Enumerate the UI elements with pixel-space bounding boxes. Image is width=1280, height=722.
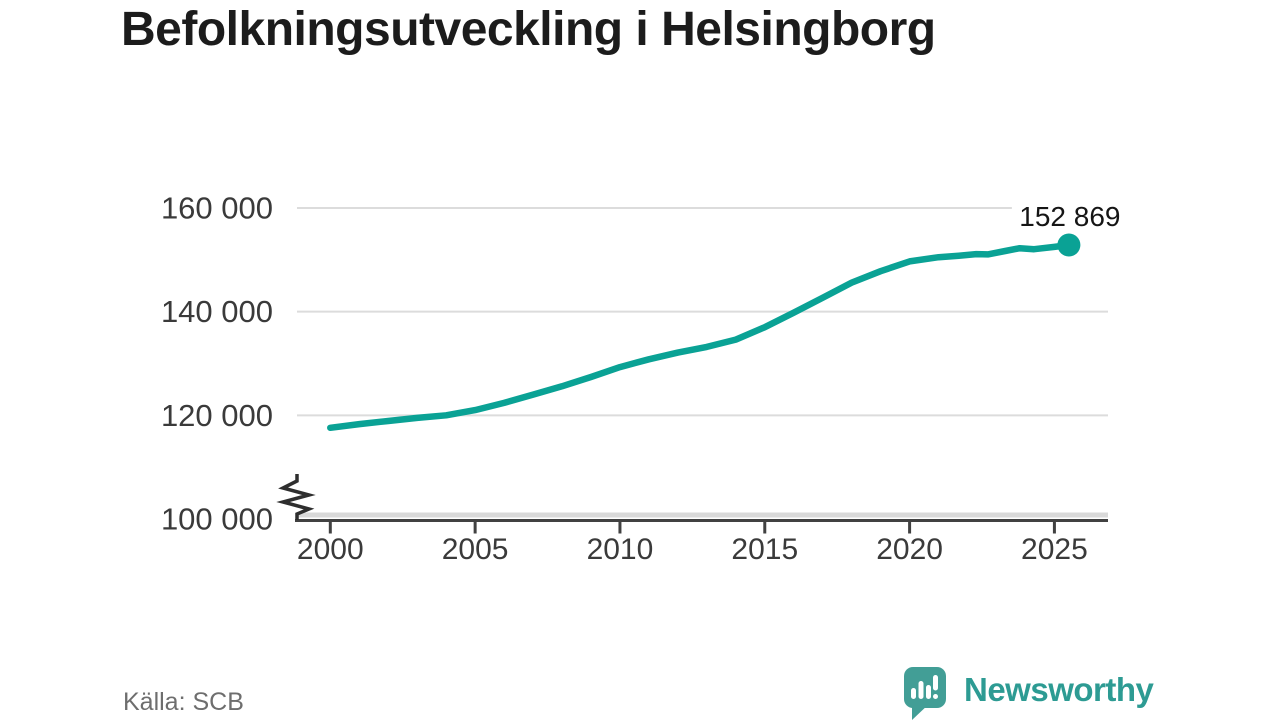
last-value-dot: [1057, 233, 1081, 257]
y-axis-label-140000: 140 000: [161, 294, 273, 329]
x-axis-label-2010: 2010: [587, 533, 654, 566]
newsworthy-chart-bubble-icon: [904, 667, 946, 720]
logo-bubble-tail: [912, 703, 930, 720]
y-axis-break-icon: [276, 474, 316, 520]
page-title: Befolkningsutveckling i Helsingborg: [121, 3, 936, 56]
logo-exclamation-bar: [933, 675, 938, 691]
logo-bar-small: [911, 688, 916, 699]
logo-bubble-shape: [904, 667, 946, 708]
logo-bar-tall: [918, 681, 924, 699]
last-value-label: 152 869: [1019, 201, 1120, 232]
x-axis-label-2020: 2020: [876, 533, 943, 566]
population-line-series: [327, 241, 1073, 432]
logo-exclamation-dot: [933, 694, 938, 699]
source-caption: Källa: SCB: [123, 688, 244, 716]
logo-bar-medium: [926, 685, 931, 699]
x-axis-band: [297, 512, 1108, 518]
y-axis-label-120000: 120 000: [161, 398, 273, 433]
x-axis-label-2015: 2015: [731, 533, 798, 566]
last-value-label-bg: [1011, 200, 1126, 232]
y-axis-label-100000: 100 000: [161, 502, 273, 537]
y-axis-label-160000: 160 000: [161, 190, 273, 225]
x-axis-label-2005: 2005: [442, 533, 509, 566]
newsworthy-logo: Newsworthy: [903, 664, 1154, 722]
x-axis-label-2000: 2000: [297, 533, 364, 566]
x-axis-label-2025: 2025: [1021, 533, 1088, 566]
newsworthy-logo-text: Newsworthy: [964, 671, 1154, 708]
